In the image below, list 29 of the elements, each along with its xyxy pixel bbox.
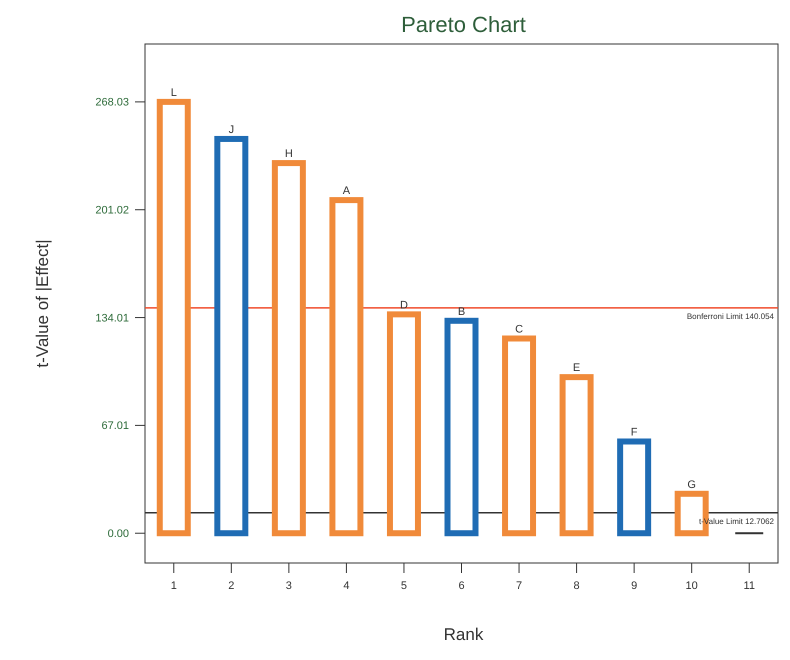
y-tick-label: 268.03 <box>95 96 129 109</box>
x-tick-label: 8 <box>574 580 580 592</box>
annotation: C <box>515 324 524 336</box>
x-tick-label: 7 <box>516 580 522 592</box>
x-tick-label: 11 <box>744 580 755 592</box>
annotation: E <box>572 362 580 374</box>
x-tick-label: 9 <box>631 580 638 592</box>
x-tick-label: 1 <box>170 580 177 592</box>
x-tick-label: 3 <box>286 580 292 592</box>
y-tick-label: 0.00 <box>108 528 129 540</box>
annotation: H <box>284 148 293 160</box>
annotation: A <box>342 185 351 198</box>
annotation: L <box>170 86 177 99</box>
annotation: J <box>228 124 234 136</box>
ref-line-label: Bonferroni Limit 140.054 <box>686 312 775 321</box>
chart-title: Pareto Chart <box>401 12 526 37</box>
y-axis-title: t-Value of |Effect| <box>33 239 52 368</box>
x-tick-label: 4 <box>343 580 350 592</box>
x-tick-label: 5 <box>400 580 408 592</box>
annotation: G <box>687 478 696 491</box>
x-axis-title: Rank <box>444 625 484 644</box>
annotation: B <box>458 306 466 318</box>
y-tick-label: 67.01 <box>101 420 129 432</box>
x-tick-label: 6 <box>458 580 465 592</box>
x-tick-label: 2 <box>228 580 234 592</box>
y-tick-label: 201.02 <box>95 204 129 217</box>
annotation: F <box>630 426 638 438</box>
y-tick-label: 134.01 <box>95 312 129 324</box>
x-tick-label: 10 <box>686 580 698 592</box>
